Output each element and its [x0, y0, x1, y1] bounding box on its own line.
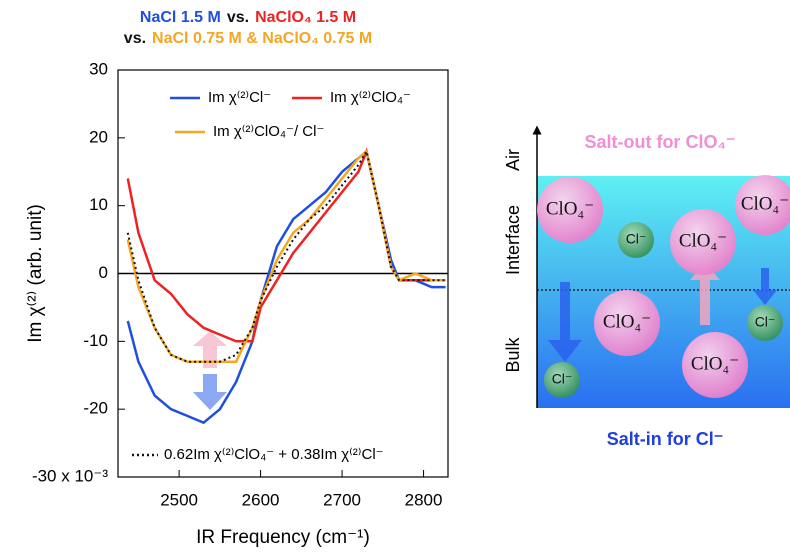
chloride-ion [747, 305, 783, 341]
x-tick-label: 2700 [323, 490, 361, 509]
chart: NaCl 1.5 M vs. NaClO₄ 1.5 M vs. NaCl 0.75 M … [25, 9, 449, 548]
series-line [126, 148, 446, 363]
ion-label: ClO₄⁻ [603, 311, 651, 332]
legend-label: Im χ⁽²⁾ClO₄⁻/ Cl⁻ [213, 123, 324, 140]
perchlorate-ion [735, 175, 790, 235]
legend-label: 0.62Im χ⁽²⁾ClO₄⁻ + 0.38Im χ⁽²⁾Cl⁻ [164, 446, 384, 463]
ion-label: ClO₄⁻ [546, 198, 594, 219]
salt-in-arrow-small [753, 268, 777, 305]
x-tick-label: 2800 [405, 490, 443, 509]
chart-title: NaCl 1.5 M vs. NaClO₄ 1.5 M [140, 9, 356, 26]
title-part: NaClO₄ 1.5 M [255, 9, 356, 26]
chloride-ion [618, 222, 654, 258]
decrease-arrow [193, 374, 227, 410]
salt-out-arrow [690, 262, 720, 325]
y-tick-label: 0 [99, 263, 108, 282]
y-tick-label: 10 [89, 195, 108, 214]
x-tick-label: 2500 [160, 490, 198, 509]
depth-label: Bulk [503, 336, 523, 372]
ion-label: Cl⁻ [552, 371, 573, 387]
legend-label: Im χ⁽²⁾ClO₄⁻ [330, 89, 411, 106]
salt-out-label: Salt-out for ClO₄⁻ [584, 132, 735, 152]
y-tick-label: -30 x 10⁻³ [32, 466, 108, 485]
series-line [126, 149, 446, 425]
ion-label: ClO₄⁻ [691, 353, 739, 374]
y-tick-label: 20 [89, 127, 108, 146]
x-axis-label: IR Frequency (cm⁻¹) [196, 527, 370, 548]
y-tick-label: -20 [83, 399, 108, 418]
series-line [126, 149, 446, 363]
title-part: vs. [124, 30, 146, 47]
title-part: NaCl 1.5 M [140, 9, 221, 26]
depth-label: Interface [503, 205, 523, 275]
increase-arrow [193, 331, 227, 368]
diagram: Air Interface Bulk Salt-out for ClO₄⁻ Salt-i… [503, 125, 790, 449]
perchlorate-ion [682, 332, 748, 398]
ion-label: ClO₄⁻ [679, 230, 727, 251]
perchlorate-ion [594, 290, 660, 356]
title-part: NaCl 0.75 M & NaClO₄ 0.75 M [152, 30, 372, 47]
title-part: vs. [227, 9, 249, 26]
chloride-ion [544, 362, 580, 398]
y-tick-label: -10 [83, 331, 108, 350]
depth-label: Air [503, 149, 523, 171]
series-line [126, 147, 446, 343]
ion-label: Cl⁻ [626, 231, 647, 247]
chart-title: vs. NaCl 0.75 M & NaClO₄ 0.75 M [124, 30, 372, 47]
legend-label: Im χ⁽²⁾Cl⁻ [208, 89, 271, 106]
ion-label: ClO₄⁻ [741, 193, 789, 214]
perchlorate-ion [537, 177, 603, 243]
salt-in-arrow [548, 282, 582, 362]
y-tick-label: 30 [89, 59, 108, 78]
y-axis-label: Im χ⁽²⁾ (arb. unit) [25, 204, 46, 343]
perchlorate-ion [670, 209, 736, 275]
x-tick-label: 2600 [242, 490, 280, 509]
ion-label: Cl⁻ [755, 314, 776, 330]
salt-in-label: Salt-in for Cl⁻ [607, 429, 724, 449]
